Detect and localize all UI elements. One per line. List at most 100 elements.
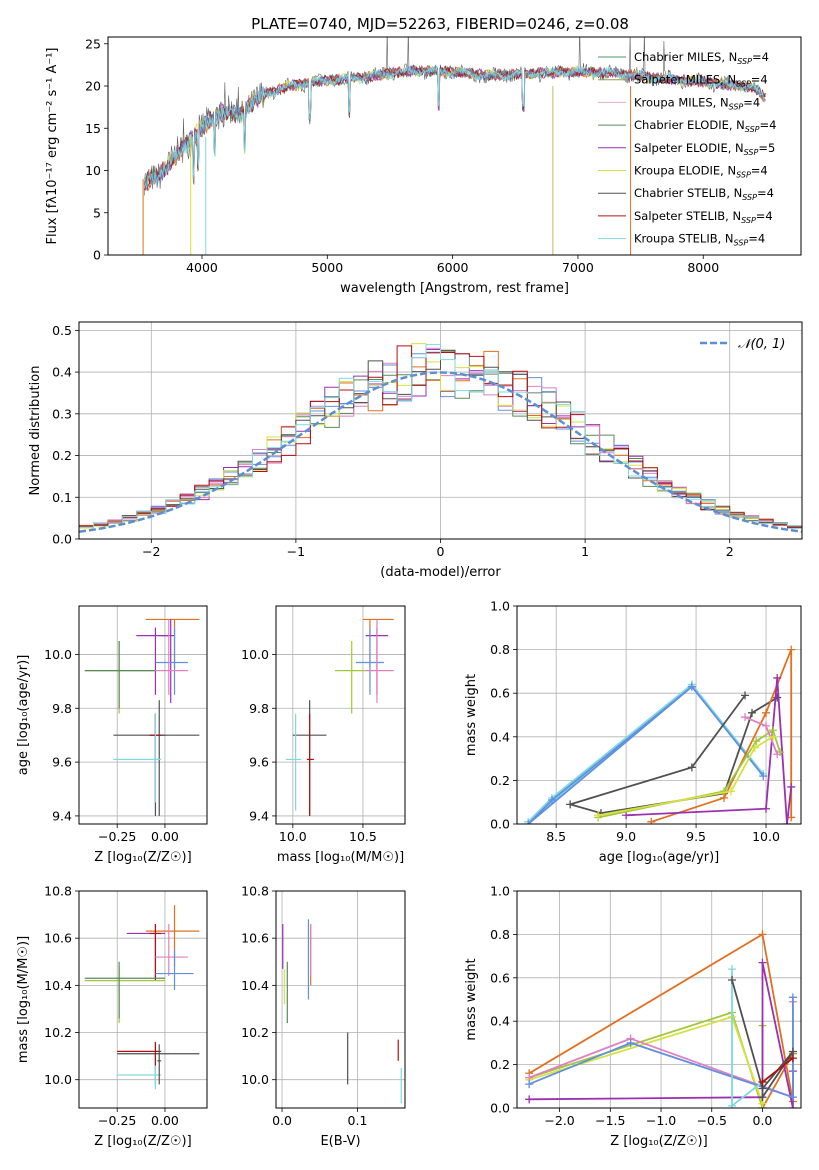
y-tick-label: 0.6 [490, 686, 510, 701]
weight-series-line [528, 997, 794, 1099]
residuals-plot-area [79, 343, 802, 533]
x-tick-label: −1.0 [646, 1113, 676, 1128]
weight-point-marker [547, 796, 556, 805]
y-tick-label: 1.0 [490, 884, 510, 899]
x-tick-label: 6000 [437, 260, 469, 275]
y-tick-label: 0.8 [490, 927, 510, 942]
spectrum-line [143, 65, 766, 186]
legend-entry: Kroupa ELODIE, NSSP=4 [634, 164, 768, 180]
x-tick-label: −1.5 [595, 1113, 625, 1128]
weight_vs_Z-plot-area [525, 930, 797, 1108]
y-axis-label: Normed distribution [28, 366, 43, 496]
weight-point-marker [788, 1054, 797, 1063]
spectrum-line [143, 64, 766, 191]
x-tick-label: 1 [581, 544, 589, 559]
weight-point-marker [758, 930, 767, 939]
y-tick-label: 9.4 [52, 808, 72, 823]
y-tick-label: 10.4 [44, 978, 72, 993]
y-tick-label: 0.2 [490, 1057, 510, 1072]
legend-entry: Salpeter ELODIE, NSSP=5 [634, 141, 775, 157]
y-tick-label: 9.6 [249, 755, 269, 770]
weight-point-marker [687, 682, 696, 691]
spectrum-frame [107, 36, 802, 256]
weight-point-marker [647, 817, 656, 824]
x-axis-label: Z [log₁₀(Z/Z☉)] [610, 1134, 707, 1149]
x-tick-label: 7000 [562, 260, 594, 275]
legend-entry: Kroupa STELIB, NSSP=4 [634, 232, 765, 248]
y-tick-label: 0.4 [52, 365, 72, 380]
weight-point-marker [759, 772, 768, 781]
weight-point-marker [525, 1095, 534, 1104]
y-axis-label: Flux [fλ10⁻¹⁷ erg cm⁻² s⁻¹ A⁻¹] [45, 48, 60, 245]
weight-point-marker [762, 804, 771, 813]
y-tick-label: 0.2 [490, 773, 510, 788]
y-tick-label: 20 [85, 79, 101, 94]
weight_vs_age-panel: 8.5 9.0 9.5 10.0 0.0 0.2 0.4 0.6 0.8 1.0 age [log₁… [464, 599, 802, 865]
y-axis-label: mass weight [464, 958, 479, 1040]
weight-point-marker [758, 1077, 767, 1086]
mass_vs_EBV-panel: 0.0 0.1 10.0 10.2 10.4 10.6 10.8 E(B-V) [241, 884, 406, 1149]
legend-entry: 𝒩(0, 1) [738, 337, 785, 352]
weight-series-line [597, 736, 774, 817]
y-tick-label: 0.0 [490, 1101, 510, 1116]
weight-point-marker [728, 1101, 737, 1108]
weight-point-marker [762, 721, 771, 730]
y-axis-label: age [log₁₀(age/yr)] [16, 655, 31, 776]
x-tick-label: 0.1 [348, 1113, 368, 1128]
weight-point-marker [566, 800, 575, 809]
weight-point-marker [626, 1038, 635, 1047]
x-tick-label: 2 [726, 544, 734, 559]
y-tick-label: 10.8 [241, 884, 269, 899]
y-tick-label: 0.0 [52, 532, 72, 547]
x-axis-label: age [log₁₀(age/yr)] [599, 850, 720, 865]
y-tick-label: 9.8 [249, 701, 269, 716]
x-tick-label: 9.0 [616, 829, 636, 844]
y-tick-label: 9.6 [52, 755, 72, 770]
age_vs_Z-panel: −0.25 0.00 9.4 9.6 9.8 10.0 Z [log₁₀(Z/Z☉)] age… [16, 605, 208, 865]
age_vs_Z-frame [78, 605, 208, 825]
y-tick-label: 0 [93, 248, 101, 263]
y-tick-label: 5 [93, 205, 101, 220]
x-tick-label: 0.0 [272, 1113, 292, 1128]
weight-point-marker [741, 691, 750, 700]
weight-point-marker [750, 743, 759, 752]
x-tick-label: −0.5 [697, 1113, 727, 1128]
y-tick-label: 0.4 [490, 729, 510, 744]
weight-point-marker [769, 732, 778, 741]
x-axis-label: Z [log₁₀(Z/Z☉)] [94, 1134, 191, 1149]
weight-series-line [761, 1057, 794, 1083]
x-tick-label: 0 [437, 544, 445, 559]
histogram-step [79, 344, 802, 528]
x-axis-label: mass [log₁₀(M/M☉)] [277, 850, 404, 865]
spectrum-plot-area [142, 37, 766, 255]
y-tick-label: 15 [85, 121, 101, 136]
x-tick-label: −1 [287, 544, 305, 559]
weight-point-marker [758, 1093, 767, 1102]
weight-point-marker [687, 763, 696, 772]
x-tick-label: 8.5 [546, 829, 566, 844]
weight-point-marker [787, 645, 796, 654]
x-axis-label: E(B-V) [320, 1134, 360, 1149]
y-tick-label: 0.3 [52, 406, 72, 421]
x-tick-label: −2 [142, 544, 160, 559]
weight-point-marker [773, 693, 782, 702]
y-tick-label: 10 [85, 163, 101, 178]
spectrum-panel: 4000 5000 6000 7000 8000 0 5 10 15 20 25 wavelength… [45, 36, 802, 296]
mass_vs_Z-panel: −0.25 0.00 10.0 10.2 10.4 10.6 10.8 Z [log₁₀(Z/… [16, 884, 208, 1149]
y-tick-label: 10.0 [44, 647, 72, 662]
legend-entry: Chabrier ELODIE, NSSP=4 [634, 118, 776, 134]
y-tick-label: 9.8 [52, 701, 72, 716]
mass_vs_Z-frame [78, 890, 208, 1109]
y-axis-label: mass weight [464, 674, 479, 756]
age_vs_Z-plot-area [84, 618, 200, 816]
weight-point-marker [787, 782, 796, 791]
age_vs_mass-panel: 10.0 10.5 9.4 9.6 9.8 10.0 mass [log₁₀(M/M☉)] [241, 605, 406, 865]
x-axis-label: (data-model)/error [380, 565, 501, 580]
weight-point-marker [788, 993, 797, 1002]
weight-point-marker [762, 708, 771, 717]
y-tick-label: 10.0 [241, 1072, 269, 1087]
weight-point-marker [727, 787, 736, 796]
weight_vs_Z-frame [516, 890, 802, 1109]
y-tick-label: 25 [85, 36, 101, 51]
x-axis-label: Z [log₁₀(Z/Z☉)] [94, 850, 191, 865]
